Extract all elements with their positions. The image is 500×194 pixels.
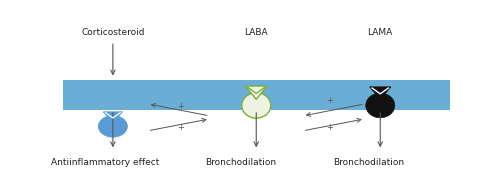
Text: LABA: LABA — [244, 28, 268, 37]
Bar — [62, 80, 450, 110]
Polygon shape — [246, 86, 267, 100]
Ellipse shape — [242, 93, 271, 118]
Text: +: + — [326, 96, 334, 106]
Text: LAMA: LAMA — [368, 28, 393, 37]
Text: +: + — [177, 102, 184, 111]
Polygon shape — [370, 87, 391, 100]
Text: Corticosteroid: Corticosteroid — [81, 28, 144, 37]
Text: Bronchodilation: Bronchodilation — [205, 158, 277, 167]
Text: Bronchodilation: Bronchodilation — [333, 158, 404, 167]
Text: +: + — [326, 123, 334, 132]
Polygon shape — [103, 112, 122, 123]
Text: Antiinflammatory effect: Antiinflammatory effect — [51, 158, 160, 167]
Text: +: + — [177, 123, 184, 132]
Ellipse shape — [366, 93, 395, 118]
Ellipse shape — [98, 115, 128, 137]
